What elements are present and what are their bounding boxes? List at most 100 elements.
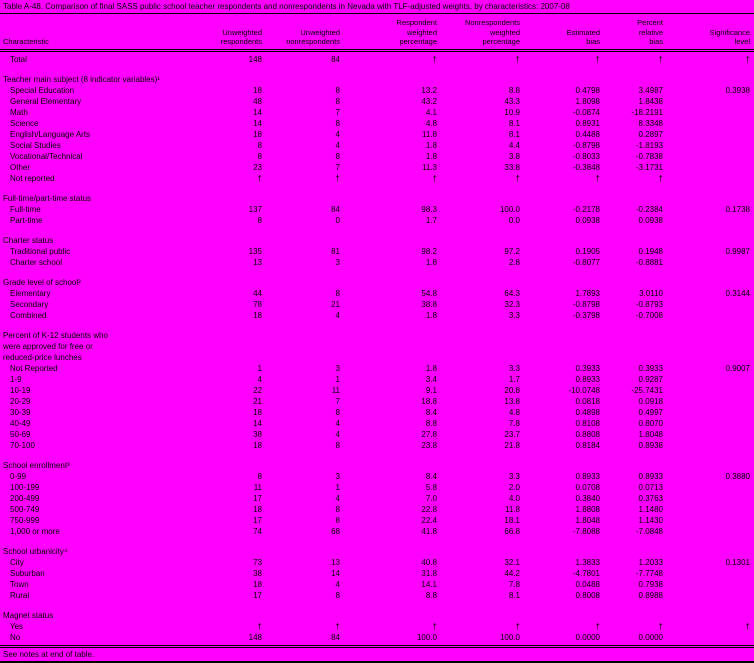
- table-row: Full-time 137 84 98.3 100.0 -0.2178 -0.2384 0.1…: [0, 204, 754, 215]
- value-cell: 84: [331, 204, 340, 214]
- value-cell: 100.0: [499, 632, 520, 642]
- row-label: 0-99: [10, 471, 27, 481]
- value-cell: [667, 310, 754, 321]
- value-cell: 8: [335, 440, 340, 450]
- value-cell: 20.8: [504, 385, 520, 395]
- value-cell: 8.1: [508, 118, 520, 128]
- row-label: Science: [10, 118, 39, 128]
- value-cell: 17: [253, 590, 262, 600]
- row-label: Combined: [10, 310, 47, 320]
- value-cell: -0.8798: [572, 140, 600, 150]
- value-cell: †: [335, 173, 340, 183]
- value-cell: 73: [253, 557, 262, 567]
- value-cell: 0.1948: [638, 246, 663, 256]
- value-cell: 8.3348: [638, 118, 663, 128]
- value-cell: 33.8: [504, 162, 520, 172]
- value-cell: 135: [248, 246, 262, 256]
- value-cell: 32.1: [504, 557, 520, 567]
- table-row: 40-49 14 4 8.8 7.8 0.8108 0.8070: [0, 418, 754, 429]
- value-cell: 18: [253, 85, 262, 95]
- section-heading: School enrollment³: [3, 460, 70, 470]
- table-row: Suburban 38 14 31.8 44.2 -4.7801 -7.7748: [0, 568, 754, 579]
- value-cell: †: [515, 54, 520, 64]
- value-cell: -0.3798: [572, 310, 600, 320]
- value-cell: 84: [331, 54, 340, 64]
- value-cell: 3.8: [508, 151, 520, 161]
- section-heading-row: Teacher main subject (8 indicator variab…: [0, 65, 754, 85]
- value-cell: 21: [331, 299, 340, 309]
- value-cell: 84: [331, 632, 340, 642]
- value-cell: -7.7748: [635, 568, 663, 578]
- column-header-estimated-bias: Estimated bias: [524, 14, 604, 52]
- value-cell: 4.4: [508, 140, 520, 150]
- table-body: Total 148 84 † † † † † Teacher main subject (8 i…: [0, 50, 754, 643]
- value-cell: 3.3: [508, 363, 520, 373]
- value-cell: 13: [331, 557, 340, 567]
- value-cell: †: [745, 621, 750, 631]
- value-cell: [667, 590, 754, 601]
- table-row: Science 14 8 4.8 8.1 0.8931 8.3348: [0, 118, 754, 129]
- row-label: 70-100: [10, 440, 35, 450]
- value-cell: -10.0748: [568, 385, 600, 395]
- table-row: English/Language Arts 18 4 11.8 8.1 0.4488 0.2…: [0, 129, 754, 140]
- value-cell: 0.8988: [638, 590, 663, 600]
- value-cell: [667, 482, 754, 493]
- table-row: Vocational/Technical 8 8 1.8 3.8 -0.8033 -0.78…: [0, 151, 754, 162]
- value-cell: 0.8070: [638, 418, 663, 428]
- comparison-table: Characteristic Unweighted respondents Un…: [0, 14, 754, 643]
- section-heading: School urbanicity⁴: [3, 546, 68, 556]
- value-cell: 1.8: [425, 257, 437, 267]
- value-cell: 21: [253, 396, 262, 406]
- value-cell: 1.8808: [575, 504, 600, 514]
- value-cell: 3.3: [508, 310, 520, 320]
- value-cell: -3.1731: [635, 162, 663, 172]
- value-cell: [667, 504, 754, 515]
- value-cell: 48: [253, 96, 262, 106]
- value-cell: 0.8933: [638, 471, 663, 481]
- value-cell: [667, 418, 754, 429]
- value-cell: 1: [335, 482, 340, 492]
- value-cell: 1.8: [425, 151, 437, 161]
- section-heading-row: School enrollment³: [0, 451, 754, 471]
- value-cell: 18: [253, 129, 262, 139]
- value-cell: 4: [335, 429, 340, 439]
- value-cell: 0.0818: [575, 396, 600, 406]
- value-cell: 1.1480: [638, 504, 663, 514]
- row-label: Part-time: [10, 215, 43, 225]
- table-row: 70-100 18 8 23.8 21.8 0.8184 0.8938: [0, 440, 754, 451]
- value-cell: 0.0713: [638, 482, 663, 492]
- table-row: Town 18 4 14.1 7.8 0.0488 0.7938: [0, 579, 754, 590]
- value-cell: 1.7: [508, 374, 520, 384]
- value-cell: 1.8098: [575, 96, 600, 106]
- value-cell: 0.0000: [638, 632, 663, 642]
- value-cell: 8: [335, 96, 340, 106]
- section-heading-row: Charter status: [0, 226, 754, 246]
- section-heading: Magnet status: [3, 610, 54, 620]
- value-cell: 43.3: [504, 96, 520, 106]
- value-cell: 100.0: [499, 204, 520, 214]
- value-cell: 0.3763: [638, 493, 663, 503]
- value-cell: 21.8: [504, 440, 520, 450]
- value-cell: [667, 407, 754, 418]
- value-cell: 10.9: [504, 107, 520, 117]
- value-cell: 4.8: [425, 118, 437, 128]
- section-heading: Charter status: [3, 235, 54, 245]
- value-cell: 44.2: [504, 568, 520, 578]
- table-row: 1,000 or more 74 68 41.8 66.8 -7.8088 -7.0848: [0, 526, 754, 537]
- value-cell: -0.8077: [572, 257, 600, 267]
- value-cell: 11.8: [505, 504, 520, 514]
- value-cell: †: [432, 54, 437, 64]
- table-row: General Elementary 48 8 43.2 43.3 1.8098 1.843…: [0, 96, 754, 107]
- value-cell: †: [335, 621, 340, 631]
- value-cell: 0.0000: [575, 632, 600, 642]
- value-cell: 0.3938: [725, 85, 750, 95]
- value-cell: [667, 374, 754, 385]
- value-cell: 1.8048: [638, 429, 663, 439]
- table-row: 30-39 18 8 8.4 4.8 0.4898 0.4997: [0, 407, 754, 418]
- value-cell: 23.7: [504, 429, 520, 439]
- value-cell: 0.0938: [575, 215, 600, 225]
- column-header-respondent-weighted-percentage: Respondent weighted percentage: [344, 14, 441, 52]
- value-cell: 0.9987: [725, 246, 750, 256]
- row-label: Yes: [10, 621, 24, 631]
- table-row: 500-749 18 8 22.8 11.8 1.8808 1.1480: [0, 504, 754, 515]
